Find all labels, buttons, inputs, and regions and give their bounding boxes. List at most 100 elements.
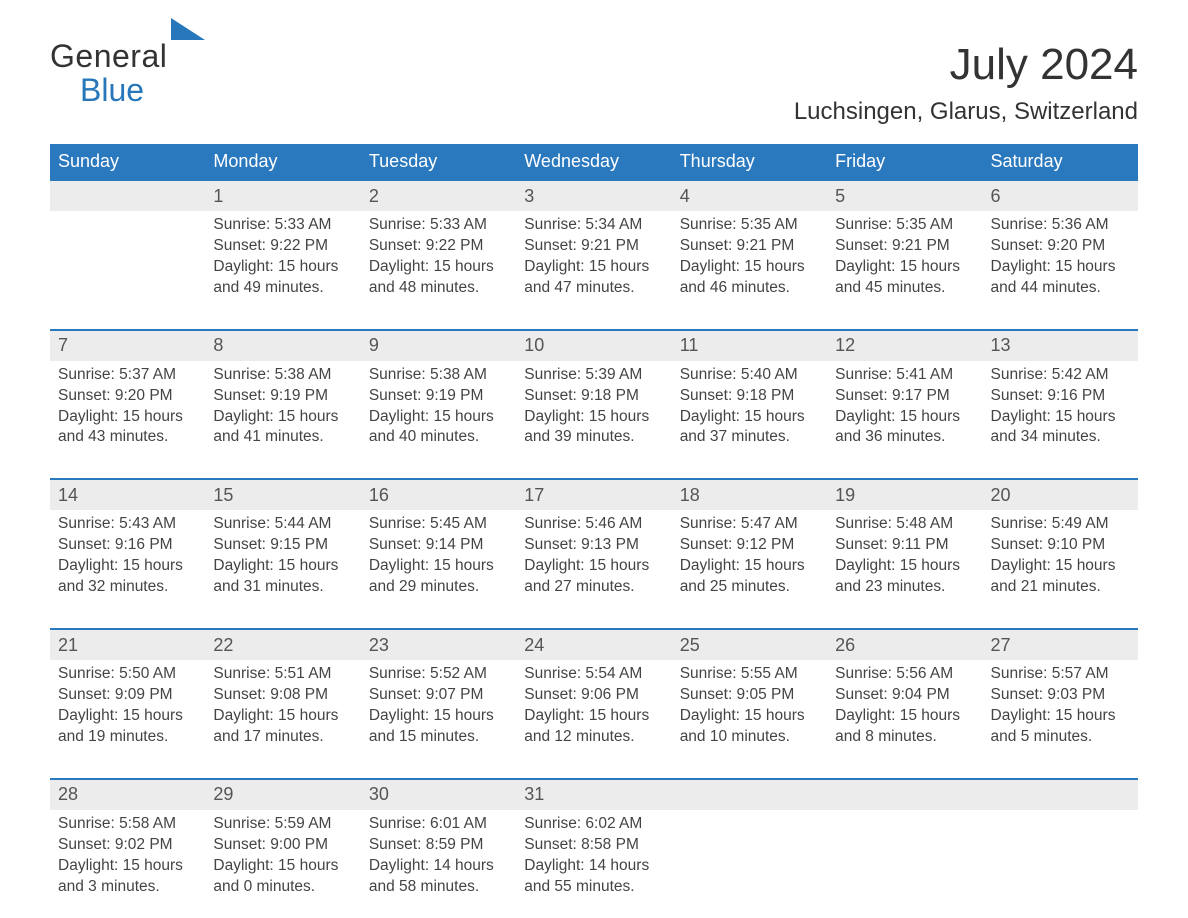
day-body-cell: Sunrise: 5:39 AMSunset: 9:18 PMDaylight:…	[516, 361, 671, 480]
sunrise-text: Sunrise: 5:49 AM	[991, 514, 1130, 535]
day-body-cell: Sunrise: 5:59 AMSunset: 9:00 PMDaylight:…	[205, 810, 360, 908]
day-number-cell: 2	[361, 180, 516, 211]
day-number-cell: 17	[516, 479, 671, 510]
sunrise-text: Sunrise: 5:54 AM	[524, 664, 663, 685]
weekday-header: Friday	[827, 144, 982, 180]
day2-text: and 21 minutes.	[991, 577, 1130, 598]
day-body-cell: Sunrise: 6:01 AMSunset: 8:59 PMDaylight:…	[361, 810, 516, 908]
sunrise-text: Sunrise: 5:46 AM	[524, 514, 663, 535]
sunrise-text: Sunrise: 5:50 AM	[58, 664, 197, 685]
day1-text: Daylight: 14 hours	[524, 856, 663, 877]
day-body-cell: Sunrise: 5:42 AMSunset: 9:16 PMDaylight:…	[983, 361, 1138, 480]
day-number-cell: 20	[983, 479, 1138, 510]
sunrise-text: Sunrise: 5:43 AM	[58, 514, 197, 535]
sunset-text: Sunset: 9:18 PM	[524, 386, 663, 407]
day2-text: and 41 minutes.	[213, 427, 352, 448]
day-number-cell: 12	[827, 330, 982, 361]
day-body-cell: Sunrise: 5:50 AMSunset: 9:09 PMDaylight:…	[50, 660, 205, 779]
sunrise-text: Sunrise: 5:38 AM	[369, 365, 508, 386]
weekday-header-row: Sunday Monday Tuesday Wednesday Thursday…	[50, 144, 1138, 180]
sunset-text: Sunset: 9:21 PM	[835, 236, 974, 257]
sunrise-text: Sunrise: 5:38 AM	[213, 365, 352, 386]
day-body-cell: Sunrise: 5:47 AMSunset: 9:12 PMDaylight:…	[672, 510, 827, 629]
sunrise-text: Sunrise: 5:59 AM	[213, 814, 352, 835]
day-body-cell	[827, 810, 982, 908]
day-number-cell	[827, 779, 982, 810]
brand-sail-icon	[171, 18, 205, 40]
day-body-cell: Sunrise: 5:57 AMSunset: 9:03 PMDaylight:…	[983, 660, 1138, 779]
sunrise-text: Sunrise: 5:57 AM	[991, 664, 1130, 685]
day2-text: and 27 minutes.	[524, 577, 663, 598]
day-body-cell	[50, 211, 205, 330]
sunset-text: Sunset: 9:17 PM	[835, 386, 974, 407]
day1-text: Daylight: 15 hours	[369, 257, 508, 278]
sunrise-text: Sunrise: 5:51 AM	[213, 664, 352, 685]
day-number-cell: 26	[827, 629, 982, 660]
day-number-cell: 10	[516, 330, 671, 361]
day1-text: Daylight: 15 hours	[213, 407, 352, 428]
day-body-cell: Sunrise: 5:45 AMSunset: 9:14 PMDaylight:…	[361, 510, 516, 629]
day-number-cell: 9	[361, 330, 516, 361]
sunset-text: Sunset: 9:14 PM	[369, 535, 508, 556]
sunrise-text: Sunrise: 6:01 AM	[369, 814, 508, 835]
sunrise-text: Sunrise: 5:37 AM	[58, 365, 197, 386]
sunrise-text: Sunrise: 5:39 AM	[524, 365, 663, 386]
day2-text: and 29 minutes.	[369, 577, 508, 598]
day2-text: and 46 minutes.	[680, 278, 819, 299]
day1-text: Daylight: 15 hours	[58, 856, 197, 877]
sunset-text: Sunset: 9:22 PM	[213, 236, 352, 257]
day-number-cell	[672, 779, 827, 810]
day2-text: and 3 minutes.	[58, 877, 197, 898]
day2-text: and 10 minutes.	[680, 727, 819, 748]
day-number-cell	[50, 180, 205, 211]
day1-text: Daylight: 15 hours	[524, 556, 663, 577]
sunset-text: Sunset: 9:07 PM	[369, 685, 508, 706]
day2-text: and 45 minutes.	[835, 278, 974, 299]
day-number-cell: 24	[516, 629, 671, 660]
day-body-cell	[672, 810, 827, 908]
day-body-row: Sunrise: 5:37 AMSunset: 9:20 PM Daylight:…	[50, 361, 1138, 480]
day1-text: Daylight: 15 hours	[58, 556, 197, 577]
day-number-cell: 8	[205, 330, 360, 361]
day2-text: and 12 minutes.	[524, 727, 663, 748]
day-body-cell: Sunrise: 5:35 AMSunset: 9:21 PMDaylight:…	[672, 211, 827, 330]
day1-text: Daylight: 15 hours	[680, 257, 819, 278]
brand-line2: Blue	[80, 74, 205, 108]
day-body-cell: Sunrise: 5:44 AMSunset: 9:15 PMDaylight:…	[205, 510, 360, 629]
location-subtitle: Luchsingen, Glarus, Switzerland	[794, 98, 1138, 126]
brand-logo: General Blue	[50, 40, 205, 107]
day2-text: and 34 minutes.	[991, 427, 1130, 448]
day-number-row: 21222324252627	[50, 629, 1138, 660]
day1-text: Daylight: 15 hours	[213, 556, 352, 577]
day1-text: Daylight: 15 hours	[835, 257, 974, 278]
sunset-text: Sunset: 9:09 PM	[58, 685, 197, 706]
sunset-text: Sunset: 9:19 PM	[213, 386, 352, 407]
sunrise-text: Sunrise: 5:45 AM	[369, 514, 508, 535]
day-number-row: 78910111213	[50, 330, 1138, 361]
day2-text: and 5 minutes.	[991, 727, 1130, 748]
day2-text: and 15 minutes.	[369, 727, 508, 748]
day-body-row: Sunrise: 5:50 AMSunset: 9:09 PM Daylight:…	[50, 660, 1138, 779]
day2-text: and 39 minutes.	[524, 427, 663, 448]
sunset-text: Sunset: 9:20 PM	[58, 386, 197, 407]
sunset-text: Sunset: 9:16 PM	[58, 535, 197, 556]
day1-text: Daylight: 15 hours	[213, 257, 352, 278]
calendar-body: 123456Sunrise: 5:33 AMSunset: 9:22 PMDay…	[50, 180, 1138, 907]
day-body-cell: Sunrise: 5:33 AMSunset: 9:22 PMDaylight:…	[361, 211, 516, 330]
day1-text: Daylight: 15 hours	[680, 706, 819, 727]
day1-text: Daylight: 15 hours	[835, 556, 974, 577]
title-block: July 2024 Luchsingen, Glarus, Switzerlan…	[794, 40, 1138, 126]
sunrise-text: Sunrise: 5:40 AM	[680, 365, 819, 386]
day2-text: and 58 minutes.	[369, 877, 508, 898]
day1-text: Daylight: 15 hours	[680, 556, 819, 577]
sunrise-text: Sunrise: 5:34 AM	[524, 215, 663, 236]
day-number-cell: 11	[672, 330, 827, 361]
day-body-cell: Sunrise: 5:38 AMSunset: 9:19 PMDaylight:…	[205, 361, 360, 480]
day-body-row: Sunrise: 5:33 AMSunset: 9:22 PMDaylight:…	[50, 211, 1138, 330]
day-body-cell: Sunrise: 5:38 AMSunset: 9:19 PMDaylight:…	[361, 361, 516, 480]
sunrise-text: Sunrise: 5:41 AM	[835, 365, 974, 386]
day2-text: and 40 minutes.	[369, 427, 508, 448]
day2-text: and 37 minutes.	[680, 427, 819, 448]
sunset-text: Sunset: 9:13 PM	[524, 535, 663, 556]
day1-text: Daylight: 15 hours	[369, 407, 508, 428]
